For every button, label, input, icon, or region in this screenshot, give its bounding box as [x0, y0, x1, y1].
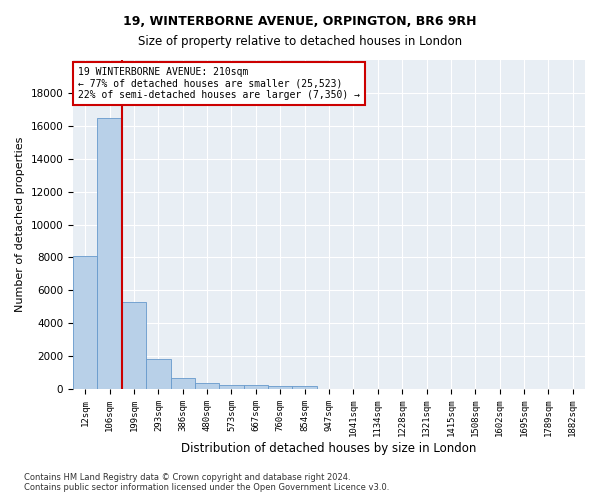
Y-axis label: Number of detached properties: Number of detached properties	[15, 137, 25, 312]
Text: 19, WINTERBORNE AVENUE, ORPINGTON, BR6 9RH: 19, WINTERBORNE AVENUE, ORPINGTON, BR6 9…	[123, 15, 477, 28]
Bar	[195, 384, 220, 389]
Bar	[268, 386, 292, 389]
Bar	[97, 118, 122, 389]
Text: Size of property relative to detached houses in London: Size of property relative to detached ho…	[138, 35, 462, 48]
Bar	[220, 384, 244, 389]
X-axis label: Distribution of detached houses by size in London: Distribution of detached houses by size …	[181, 442, 477, 455]
Bar	[73, 256, 97, 389]
Bar	[292, 386, 317, 389]
Bar	[122, 302, 146, 389]
Bar	[146, 358, 170, 389]
Text: Contains HM Land Registry data © Crown copyright and database right 2024.
Contai: Contains HM Land Registry data © Crown c…	[24, 473, 389, 492]
Text: 19 WINTERBORNE AVENUE: 210sqm
← 77% of detached houses are smaller (25,523)
22% : 19 WINTERBORNE AVENUE: 210sqm ← 77% of d…	[78, 66, 360, 100]
Bar	[170, 378, 195, 389]
Bar	[244, 386, 268, 389]
